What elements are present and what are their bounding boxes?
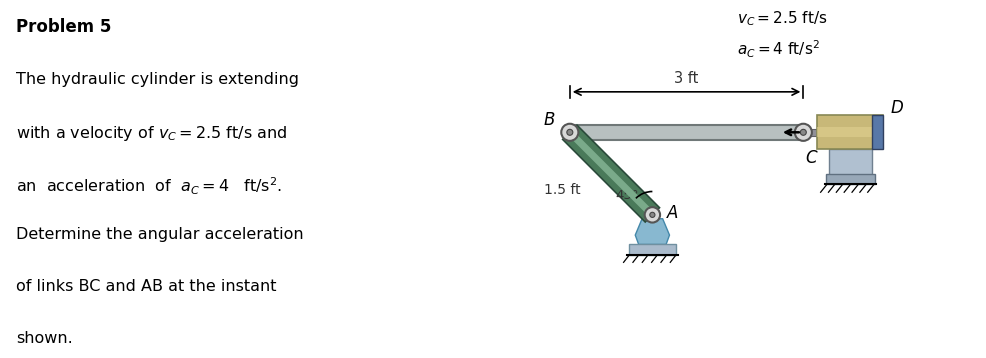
Text: of links BC and AB at the instant: of links BC and AB at the instant (16, 279, 276, 294)
Polygon shape (804, 129, 817, 136)
Circle shape (567, 129, 573, 135)
Text: shown.: shown. (16, 331, 72, 346)
Text: 3 ft: 3 ft (674, 71, 699, 86)
Text: 1.5 ft: 1.5 ft (544, 183, 581, 197)
Circle shape (801, 129, 807, 135)
Text: $a_C = 4$ ft/s$^2$: $a_C = 4$ ft/s$^2$ (738, 39, 820, 60)
Circle shape (650, 212, 655, 217)
Text: Problem 5: Problem 5 (16, 18, 111, 36)
Text: The hydraulic cylinder is extending: The hydraulic cylinder is extending (16, 72, 299, 87)
Polygon shape (629, 245, 675, 255)
Circle shape (795, 124, 811, 141)
Polygon shape (872, 115, 883, 149)
Text: $B$: $B$ (543, 111, 556, 129)
Text: $D$: $D$ (889, 99, 904, 117)
Polygon shape (563, 125, 660, 222)
Text: an  acceleration  of  $a_C = 4$   ft/s$^2$.: an acceleration of $a_C = 4$ ft/s$^2$. (16, 175, 282, 197)
Text: $A$: $A$ (667, 204, 679, 222)
Text: 45°: 45° (615, 189, 639, 202)
Polygon shape (826, 174, 875, 184)
Circle shape (561, 124, 579, 141)
Text: $v_C = 2.5$ ft/s: $v_C = 2.5$ ft/s (738, 9, 827, 28)
Polygon shape (817, 127, 883, 137)
Text: $C$: $C$ (805, 149, 818, 168)
Polygon shape (829, 149, 872, 175)
Polygon shape (635, 219, 669, 245)
Polygon shape (567, 130, 655, 217)
Text: with a velocity of $v_C = 2.5$ ft/s and: with a velocity of $v_C = 2.5$ ft/s and (16, 124, 287, 142)
Polygon shape (817, 115, 883, 149)
Polygon shape (570, 125, 804, 140)
Circle shape (645, 207, 660, 223)
Text: Determine the angular acceleration: Determine the angular acceleration (16, 227, 304, 242)
